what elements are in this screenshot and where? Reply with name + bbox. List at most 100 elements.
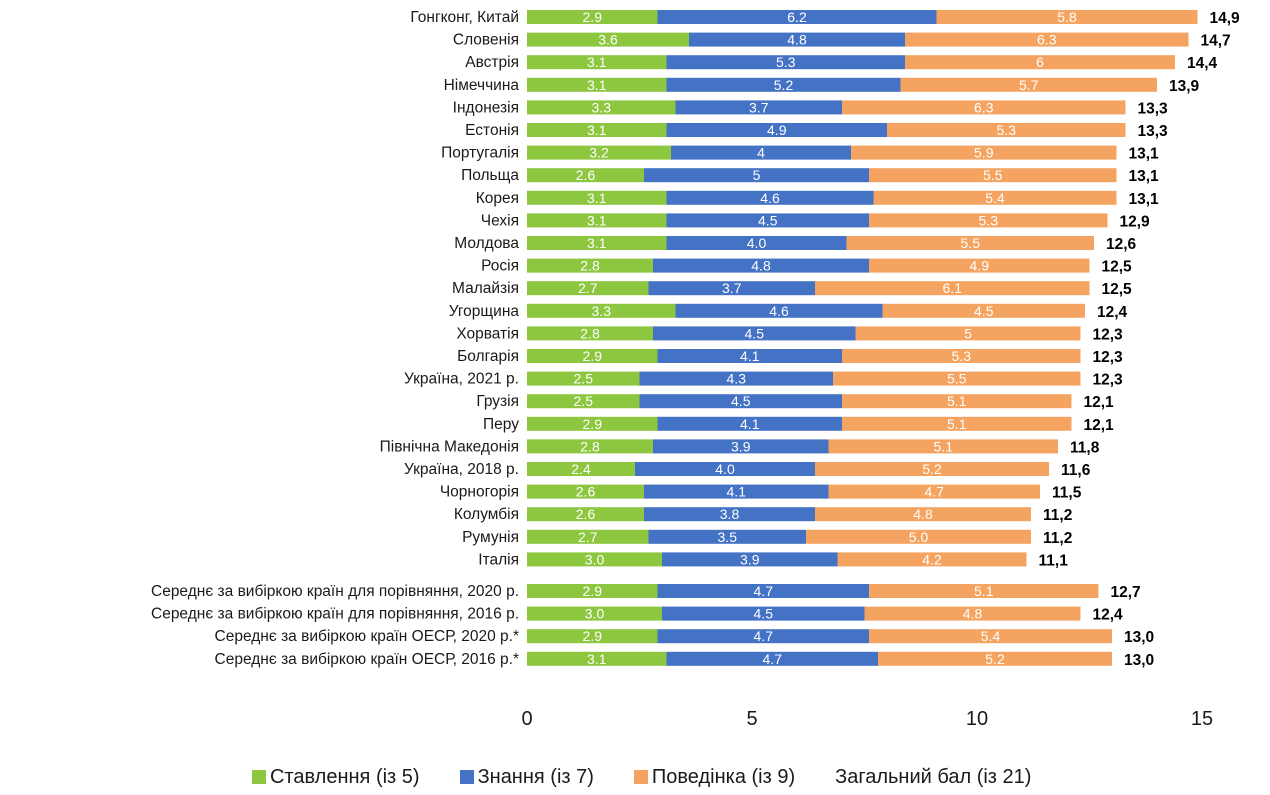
bar-segment-attitude [527, 394, 640, 409]
segment-value-label: 2.4 [571, 461, 591, 477]
bar-segment-attitude [527, 281, 649, 296]
segment-value-label: 3.9 [740, 551, 760, 567]
bar-segment-attitude [527, 371, 640, 386]
bar-segment-behaviour [882, 303, 1085, 318]
bar-segment-behaviour [837, 552, 1027, 567]
x-tick-label: 5 [746, 708, 757, 730]
total-value-label: 13,9 [1169, 78, 1200, 95]
category-label: Польща [461, 167, 519, 184]
segment-value-label: 4.9 [767, 122, 787, 138]
category-label: Малайзія [452, 280, 519, 297]
bar-segment-knowledge [639, 394, 842, 409]
bar-segment-attitude [527, 213, 667, 228]
segment-value-label: 5 [964, 325, 972, 341]
segment-value-label: 4.8 [963, 606, 983, 622]
bar-segment-attitude [527, 326, 653, 341]
segment-value-label: 6.1 [943, 280, 963, 296]
bar-segment-knowledge [657, 349, 842, 363]
segment-value-label: 6.3 [1037, 32, 1057, 48]
bar-segment-attitude [527, 55, 667, 70]
segment-value-label: 3.1 [587, 77, 607, 93]
segment-value-label: 5.3 [997, 122, 1017, 138]
segment-value-label: 2.9 [583, 9, 603, 25]
category-label: Угорщина [449, 303, 520, 320]
bar-segment-knowledge [666, 651, 878, 666]
segment-value-label: 3.1 [587, 122, 607, 138]
bar-segment-attitude [527, 258, 653, 273]
segment-value-label: 2.9 [583, 628, 603, 644]
bar-segment-attitude [527, 190, 667, 205]
category-label: Україна, 2021 р. [404, 371, 519, 388]
bar-segment-behaviour [842, 394, 1072, 409]
segment-value-label: 6.2 [787, 9, 807, 25]
category-label: Індонезія [453, 99, 519, 116]
segment-value-label: 5.0 [909, 529, 929, 545]
bar-segment-behaviour [869, 258, 1090, 273]
category-label: Грузія [476, 393, 519, 410]
category-label: Естонія [465, 122, 519, 139]
segment-value-label: 4.0 [715, 461, 735, 477]
segment-value-label: 3.6 [598, 32, 618, 48]
total-value-label: 12,4 [1093, 607, 1124, 624]
category-label: Словенія [453, 32, 519, 49]
bar-segment-attitude [527, 606, 662, 621]
total-value-label: 12,4 [1097, 304, 1128, 321]
legend-label-behaviour: Поведінка (із 9) [651, 765, 796, 788]
category-label: Україна, 2018 р. [404, 461, 519, 478]
segment-value-label: 5.4 [981, 628, 1001, 644]
segment-value-label: 4.5 [758, 212, 778, 228]
bar-segment-behaviour [842, 349, 1081, 363]
segment-value-label: 4.8 [751, 258, 771, 274]
segment-value-label: 2.9 [583, 348, 603, 364]
segment-value-label: 2.7 [578, 280, 598, 296]
x-tick-label: 0 [521, 708, 532, 730]
bar-segment-behaviour [869, 629, 1112, 644]
category-label: Німеччина [444, 77, 520, 94]
bar-segment-behaviour [815, 281, 1090, 296]
segment-value-label: 4.0 [747, 235, 767, 251]
bar-segment-knowledge [657, 629, 869, 644]
bar-segment-attitude [527, 349, 658, 363]
legend-label-knowledge: Знання (із 7) [477, 765, 594, 788]
legend-item-attitude: Ставлення (із 5) [252, 766, 420, 789]
total-value-label: 12,3 [1093, 326, 1124, 343]
bar-segment-attitude [527, 507, 644, 522]
segment-value-label: 5.5 [983, 167, 1003, 183]
segment-value-label: 5.1 [947, 416, 967, 432]
bar-segment-attitude [527, 529, 649, 544]
segment-value-label: 5.9 [974, 145, 994, 161]
bar-segment-knowledge [675, 303, 883, 318]
segment-value-label: 4.6 [760, 190, 780, 206]
segment-value-label: 2.6 [576, 506, 596, 522]
segment-value-label: 5 [753, 167, 761, 183]
bar-segment-knowledge [666, 55, 905, 70]
segment-value-label: 3.2 [589, 145, 609, 161]
segment-value-label: 5.5 [947, 371, 967, 387]
segment-value-label: 5.1 [934, 438, 954, 454]
bar-segment-behaviour [869, 213, 1108, 228]
total-value-label: 14,7 [1201, 33, 1231, 50]
bar-segment-behaviour [864, 606, 1081, 621]
segment-value-label: 2.5 [574, 393, 594, 409]
total-value-label: 13,1 [1129, 191, 1160, 208]
segment-value-label: 2.9 [583, 583, 603, 599]
bar-segment-knowledge [653, 439, 829, 454]
legend-label-attitude: Ставлення (із 5) [270, 765, 420, 788]
bar-segment-behaviour [833, 371, 1081, 386]
segment-value-label: 4.5 [754, 606, 774, 622]
total-value-label: 12,1 [1084, 394, 1115, 411]
segment-value-label: 3.1 [587, 651, 607, 667]
segment-value-label: 3.5 [718, 529, 738, 545]
bar-segment-behaviour [869, 584, 1099, 598]
bar-segment-behaviour [900, 77, 1157, 92]
category-label: Росія [481, 258, 519, 275]
bar-segment-knowledge [644, 484, 829, 499]
segment-value-label: 4.7 [754, 583, 774, 599]
segment-value-label: 5.1 [974, 583, 994, 599]
bar-segment-knowledge [675, 100, 842, 115]
segment-value-label: 3.7 [722, 280, 742, 296]
bar-segment-knowledge [644, 507, 815, 522]
category-label: Румунія [462, 529, 519, 546]
bar-segment-knowledge [648, 529, 806, 544]
bar-segment-knowledge [657, 10, 937, 24]
